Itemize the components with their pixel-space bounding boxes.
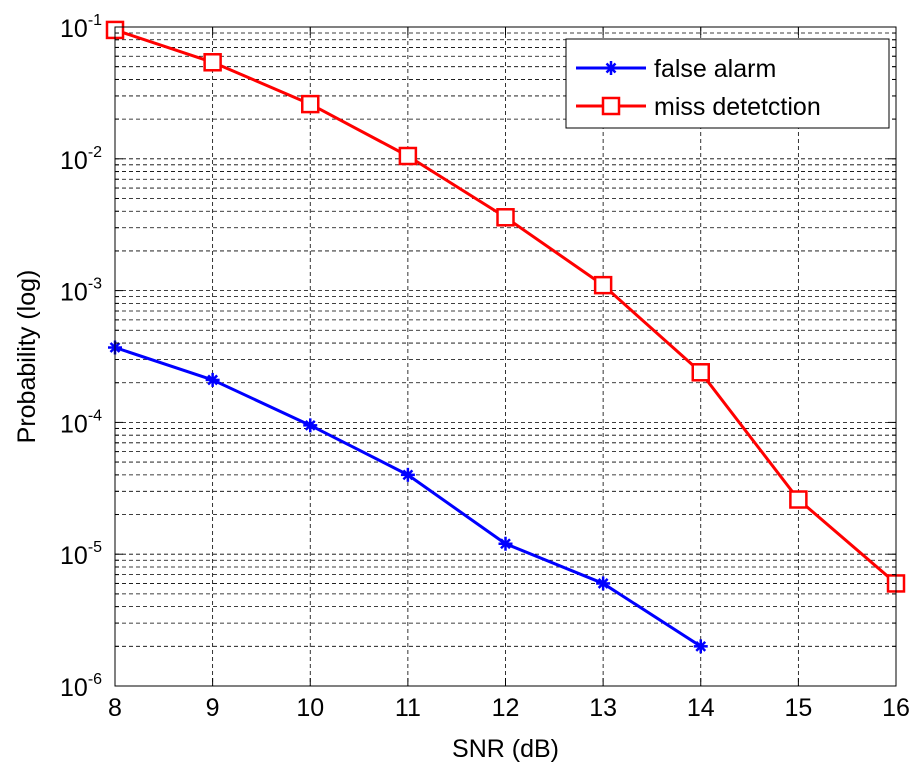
x-tick-label: 8 bbox=[108, 694, 122, 722]
x-tick-label: 9 bbox=[206, 694, 220, 722]
y-tick-base: 10 bbox=[60, 15, 88, 43]
star-stroke bbox=[500, 538, 511, 550]
y-tick-base: 10 bbox=[60, 674, 88, 702]
data-point-star bbox=[205, 372, 220, 387]
y-tick-label: 10-3 bbox=[60, 276, 102, 307]
data-point-star bbox=[596, 576, 611, 591]
data-point-star bbox=[303, 418, 318, 433]
x-tick-label: 13 bbox=[589, 694, 617, 722]
y-tick-label: 10-6 bbox=[60, 671, 102, 702]
legend-label: miss detetction bbox=[654, 93, 821, 121]
x-axis-title: SNR (dB) bbox=[452, 735, 559, 763]
x-tick-label: 12 bbox=[492, 694, 520, 722]
data-point-square bbox=[203, 53, 222, 72]
data-point-star bbox=[604, 61, 618, 75]
star-stroke bbox=[304, 419, 316, 431]
y-tick-base: 10 bbox=[60, 410, 88, 438]
y-tick-exponent: -6 bbox=[88, 671, 102, 688]
x-tick-label: 16 bbox=[882, 694, 910, 722]
star-stroke bbox=[695, 640, 707, 652]
y-tick-exponent: -4 bbox=[88, 407, 102, 424]
y-tick-exponent: -5 bbox=[88, 539, 102, 556]
axes bbox=[114, 26, 897, 687]
y-tick-exponent: -1 bbox=[88, 12, 102, 29]
data-point-square bbox=[789, 490, 808, 509]
y-tick-exponent: -3 bbox=[88, 276, 102, 293]
y-tick-label: 10-4 bbox=[60, 407, 102, 438]
y-tick-base: 10 bbox=[60, 542, 88, 570]
data-point-square bbox=[601, 96, 621, 116]
data-point-square bbox=[691, 363, 710, 382]
y-tick-label: 10-1 bbox=[60, 12, 102, 43]
legend: false alarm miss detetction bbox=[565, 38, 890, 129]
x-tick-label: 14 bbox=[687, 694, 715, 722]
star-stroke bbox=[207, 374, 219, 386]
data-point-star bbox=[400, 467, 415, 482]
legend-label: false alarm bbox=[654, 55, 776, 83]
y-tick-label: 10-5 bbox=[60, 539, 102, 570]
star-stroke bbox=[402, 469, 414, 481]
data-point-square bbox=[593, 275, 613, 295]
data-point-square bbox=[496, 208, 515, 227]
star-stroke bbox=[605, 62, 617, 74]
y-tick-base: 10 bbox=[60, 279, 88, 307]
x-tick-label: 15 bbox=[784, 694, 812, 722]
x-tick-label: 11 bbox=[395, 694, 421, 722]
y-tick-exponent: -2 bbox=[88, 144, 102, 161]
data-point-square bbox=[398, 146, 418, 166]
data-point-square bbox=[301, 94, 320, 114]
data-point-star bbox=[498, 536, 513, 551]
y-tick-base: 10 bbox=[60, 147, 88, 175]
data-point-star bbox=[693, 639, 708, 654]
y-tick-label: 10-2 bbox=[60, 144, 102, 175]
y-axis-title: Probability (log) bbox=[13, 270, 41, 444]
x-tick-label: 10 bbox=[296, 694, 324, 722]
star-stroke bbox=[597, 578, 609, 589]
